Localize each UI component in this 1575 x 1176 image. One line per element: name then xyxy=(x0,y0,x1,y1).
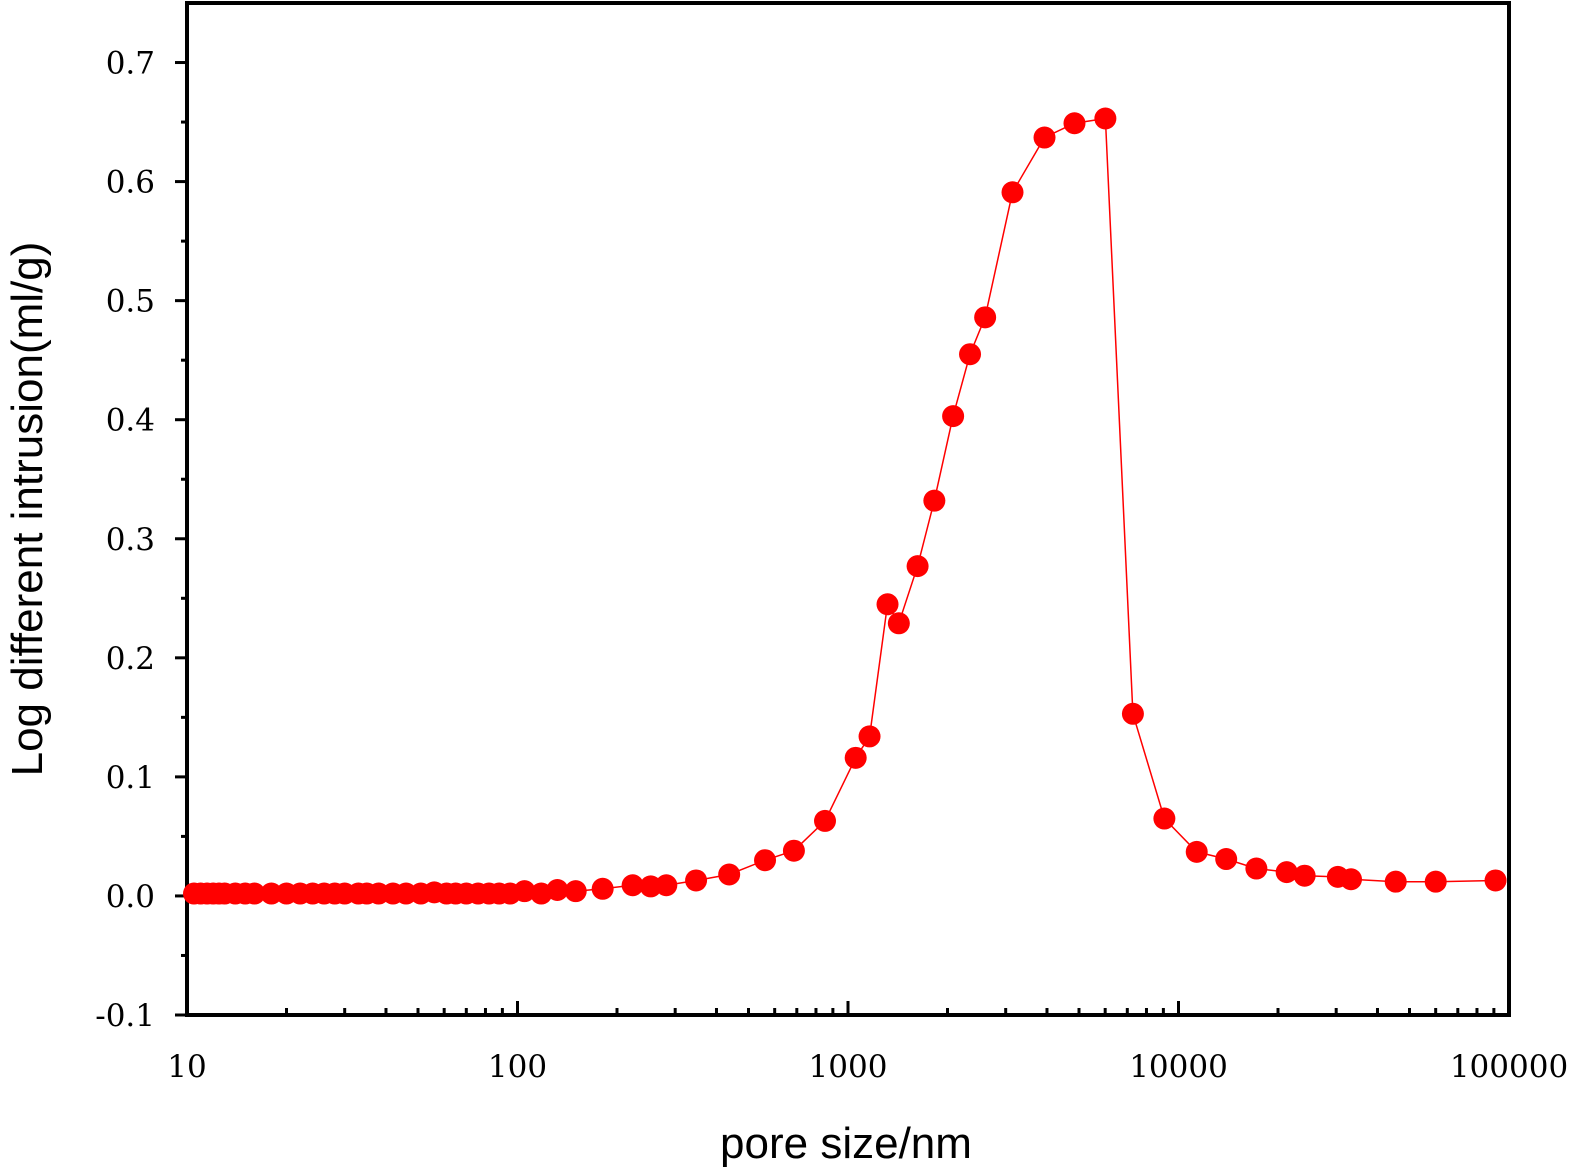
data-point xyxy=(513,880,536,903)
x-tick-label: 10 xyxy=(167,1049,206,1085)
data-point xyxy=(260,882,283,905)
y-tick-label: 0.0 xyxy=(106,879,155,915)
data-point xyxy=(1275,861,1298,884)
data-points xyxy=(183,107,1507,905)
data-point xyxy=(754,849,777,872)
data-point xyxy=(923,489,946,512)
y-tick-label: 0.7 xyxy=(106,46,155,82)
data-point xyxy=(844,746,867,769)
data-point xyxy=(1121,702,1144,725)
x-axis-title: pore size/nm xyxy=(720,1119,972,1168)
data-point xyxy=(621,874,644,897)
series-line xyxy=(194,117,1496,895)
data-point xyxy=(718,863,741,886)
data-point xyxy=(655,874,678,897)
data-point xyxy=(974,306,997,329)
y-tick-label: -0.1 xyxy=(95,998,155,1034)
data-point xyxy=(782,839,805,862)
data-point xyxy=(876,593,899,616)
y-tick-label: 0.3 xyxy=(106,522,155,558)
data-point xyxy=(1245,857,1268,880)
data-point xyxy=(1215,848,1238,871)
y-tick-label: 0.2 xyxy=(106,641,155,677)
x-axis-ticks: 10 100 1000 10000 100000 xyxy=(167,1001,1568,1085)
y-tick-label: 0.6 xyxy=(106,165,155,201)
data-point xyxy=(959,343,982,366)
data-point xyxy=(858,725,881,748)
data-point xyxy=(1424,870,1447,893)
data-point xyxy=(564,880,587,903)
data-point xyxy=(1153,807,1176,830)
x-tick-label: 100 xyxy=(488,1049,547,1085)
y-axis-ticks: -0.1 0.0 0.1 0.2 0.3 0.4 0.5 0.6 0.7 xyxy=(95,46,187,1034)
data-point xyxy=(546,878,569,901)
y-tick-label: 0.1 xyxy=(106,760,155,796)
data-point xyxy=(942,405,965,428)
data-point xyxy=(1001,181,1024,204)
plot-frame xyxy=(185,1,1511,1017)
y-axis-title: Log different intrusion(ml/g) xyxy=(3,242,52,777)
data-point xyxy=(906,555,929,578)
data-point xyxy=(1340,868,1363,891)
y-tick-label: 0.4 xyxy=(106,403,155,439)
data-point xyxy=(243,882,266,905)
data-point xyxy=(1185,840,1208,863)
data-point xyxy=(685,869,708,892)
data-point xyxy=(814,809,837,832)
data-point xyxy=(591,877,614,900)
data-point xyxy=(1293,864,1316,887)
data-point xyxy=(1484,869,1507,892)
data-point xyxy=(1033,126,1056,149)
data-point xyxy=(1063,112,1086,135)
data-point xyxy=(887,612,910,635)
data-point xyxy=(1094,107,1117,130)
x-tick-label: 100000 xyxy=(1450,1049,1568,1085)
x-tick-label: 1000 xyxy=(809,1049,888,1085)
y-tick-label: 0.5 xyxy=(106,284,155,320)
x-tick-label: 10000 xyxy=(1129,1049,1228,1085)
data-point xyxy=(1384,870,1407,893)
